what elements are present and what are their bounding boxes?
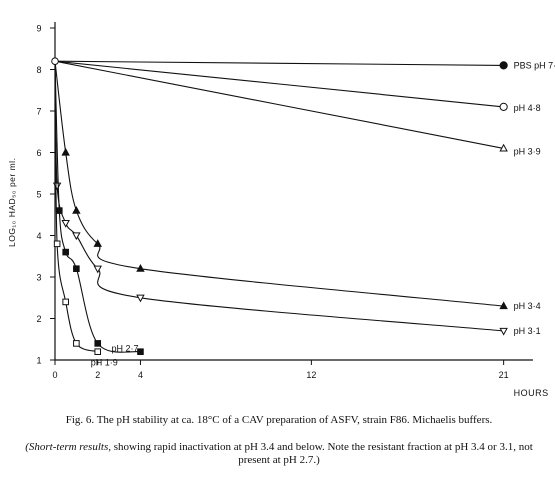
data-point <box>499 327 508 336</box>
data-point <box>72 232 81 241</box>
series-label: pH 3·9 <box>514 146 541 156</box>
data-point <box>499 301 508 310</box>
figure-caption-note: (Short-term results, showing rapid inact… <box>14 441 544 467</box>
data-point <box>55 207 63 214</box>
caption-note-rest: showing rapid inactivation at pH 3.4 and… <box>110 441 533 466</box>
y-tick-label: 6 <box>36 148 41 158</box>
y-tick-label: 3 <box>36 273 41 283</box>
series-line <box>54 60 504 149</box>
x-tick-label: 4 <box>138 370 143 380</box>
y-tick-label: 9 <box>36 24 41 34</box>
y-tick-label: 5 <box>36 190 41 200</box>
data-point <box>53 240 61 248</box>
data-point <box>73 340 80 347</box>
x-tick-label: 12 <box>306 370 316 380</box>
series-line <box>54 61 98 353</box>
y-tick-label: 2 <box>36 314 41 324</box>
figure-caption: Fig. 6. The pH stability at ca. 18°C of … <box>65 414 493 426</box>
series-line <box>54 61 141 353</box>
series-label: pH 3·4 <box>514 301 541 311</box>
x-tick-label: 2 <box>95 370 100 380</box>
data-point <box>62 298 69 306</box>
y-tick-label: 7 <box>36 107 41 117</box>
series-label: pH 4·8 <box>514 103 541 113</box>
data-point <box>94 340 102 347</box>
data-point <box>94 348 102 355</box>
caption-note-lead: (Short-term results, <box>25 441 111 453</box>
series-label: PBS pH 7·4 <box>514 60 555 70</box>
data-point <box>499 102 508 111</box>
y-tick-label: 4 <box>36 231 41 241</box>
data-point <box>72 205 81 214</box>
series-label: pH 3·1 <box>514 326 541 336</box>
series-label: pH 1·9 <box>91 358 118 368</box>
series-line <box>54 61 504 332</box>
origin-point <box>51 57 59 66</box>
data-point <box>61 147 70 156</box>
data-point <box>93 265 102 274</box>
y-tick-label: 1 <box>36 356 41 366</box>
series-line <box>54 60 504 66</box>
data-point <box>136 264 145 272</box>
data-point <box>136 294 145 303</box>
data-point <box>61 219 70 228</box>
data-point <box>93 239 102 247</box>
series-line <box>54 60 504 108</box>
y-axis-label: LOG₁₀ HAD₅₀ per ml. <box>7 158 17 247</box>
x-tick-label: 21 <box>499 370 509 380</box>
x-axis-label: HOURS <box>514 388 549 398</box>
data-point <box>499 61 508 70</box>
x-tick-label: 0 <box>52 370 57 380</box>
series-line <box>54 61 504 307</box>
data-point <box>499 143 508 152</box>
data-point <box>62 248 69 256</box>
data-point <box>73 265 80 272</box>
series-label: pH 2·7 <box>111 344 138 354</box>
y-tick-label: 8 <box>36 65 41 75</box>
data-point <box>137 348 144 355</box>
